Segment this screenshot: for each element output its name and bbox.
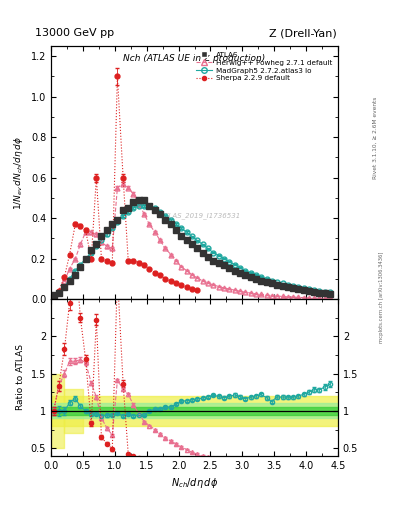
Text: Nch (ATLAS UE in Z production): Nch (ATLAS UE in Z production): [123, 54, 266, 62]
Y-axis label: Ratio to ATLAS: Ratio to ATLAS: [16, 345, 25, 411]
Legend: ATLAS, Herwig++ Powheg 2.7.1 default, MadGraph5 2.7.2.atlas3 lo, Sherpa 2.2.9 de: ATLAS, Herwig++ Powheg 2.7.1 default, Ma…: [194, 50, 334, 83]
Text: mcplots.cern.ch [arXiv:1306.3436]: mcplots.cern.ch [arXiv:1306.3436]: [379, 251, 384, 343]
Text: Z (Drell-Yan): Z (Drell-Yan): [269, 28, 336, 38]
Text: 13000 GeV pp: 13000 GeV pp: [35, 28, 114, 38]
Text: ATLAS_2019_I1736531: ATLAS_2019_I1736531: [160, 212, 241, 219]
Y-axis label: $1/N_{ev}\,dN_{ch}/d\eta\,d\phi$: $1/N_{ev}\,dN_{ch}/d\eta\,d\phi$: [12, 136, 25, 210]
X-axis label: $N_{ch}/d\eta\,d\phi$: $N_{ch}/d\eta\,d\phi$: [171, 476, 218, 490]
Text: Rivet 3.1.10, ≥ 2.6M events: Rivet 3.1.10, ≥ 2.6M events: [373, 97, 378, 179]
